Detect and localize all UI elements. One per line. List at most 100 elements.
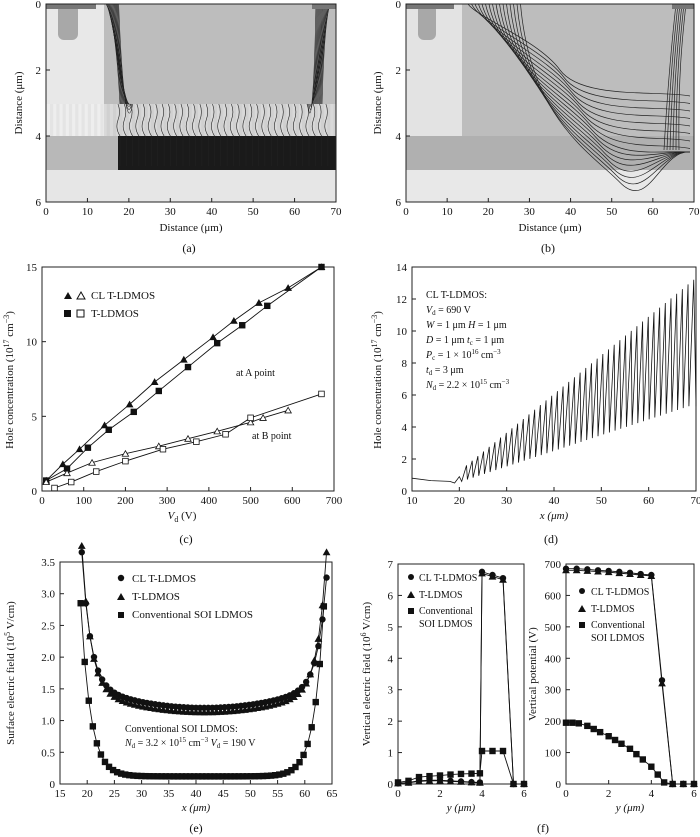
panel-c-xtick-label: 500 [242, 495, 259, 507]
panel-a-contour [316, 4, 326, 105]
panel-a-ytick-label: 2 [36, 65, 42, 77]
panel-f-point [680, 780, 687, 788]
panel-a-pillar [56, 104, 60, 136]
panel-d-ytick-label: 4 [402, 422, 408, 434]
panel-a-contour [236, 103, 240, 166]
panel-f-legend-conv1: Conventional [419, 606, 473, 617]
panel-c-point [159, 445, 167, 453]
panel-e-xtick-label: 15 [55, 788, 67, 800]
panel-c-xtick-label: 0 [39, 495, 45, 507]
panel-f-point [669, 780, 676, 788]
panel-c-legend-t: T-LDMOS [91, 308, 139, 320]
panel-f-point [476, 778, 484, 786]
panel-a-pillar [213, 104, 217, 136]
panel-b-xtick-label: 50 [606, 206, 618, 218]
panel-e-ytick-label: 1.5 [41, 684, 55, 696]
panel-e-ytick-label: 2.5 [41, 620, 55, 632]
panel-e-point [320, 603, 328, 610]
panel-e-xtick-label: 50 [245, 788, 257, 800]
panel-c-point [259, 414, 267, 421]
panel-e-legend-cl: CL T-LDMOS [132, 573, 196, 585]
panel-a-contour [255, 103, 259, 166]
panel-f-point [478, 747, 486, 755]
panel-e-point [114, 695, 123, 703]
panel-f-legend-t: T-LDMOS [419, 590, 463, 601]
panel-c-ytick-label: 10 [26, 337, 38, 349]
panel-a-contour [317, 4, 327, 105]
panel-a-contour [198, 103, 203, 166]
panel-b-caption: (b) [541, 241, 555, 255]
panel-e-frame [59, 561, 333, 785]
panel-a-pillar [100, 104, 104, 136]
panel-a-ylabel: Distance (μm) [13, 71, 25, 134]
legend-marker-cl [117, 574, 125, 582]
panel-e-point [294, 690, 302, 697]
panel-e-xtick-label: 40 [191, 788, 203, 800]
panel-c-series-line [45, 409, 289, 483]
panel-c-xtick-label: 300 [159, 495, 176, 507]
panel-f-right-ytick-label: 0 [556, 779, 562, 791]
panel-b-xtick-label: 0 [403, 206, 409, 218]
panel-b-xtick-label: 30 [524, 206, 536, 218]
panel-b-contour [669, 4, 681, 151]
panel-a-pillar [182, 104, 186, 136]
panel-f-left-ytick-label: 5 [388, 622, 394, 634]
panel-b-contour [471, 4, 691, 104]
panel-e-point [90, 655, 98, 662]
panel-a-pillar [188, 104, 192, 136]
panel-c-point [130, 408, 137, 416]
panel-b-contour [506, 4, 691, 166]
panel-a-pillar [144, 104, 148, 136]
panel-e-legend-t: T-LDMOS [132, 591, 180, 603]
panel-e-note-title: Conventional SOI LDMOS: [125, 724, 238, 735]
panel-a-pillar [302, 104, 306, 136]
panel-f-point [562, 719, 570, 726]
panel-e-point [85, 697, 92, 704]
panel-a-pillar [194, 104, 199, 136]
panel-e-xtick-label: 65 [327, 788, 339, 800]
panel-f-point [594, 567, 602, 575]
panel-a-contour [135, 103, 140, 166]
panel-c-point [155, 387, 162, 395]
panel-a-contour [319, 4, 329, 105]
panel-a-contour [308, 4, 318, 110]
panel-f-right-ylabel: Vertical potential (V) [527, 627, 539, 721]
panel-f-right-legend-cl: CL T-LDMOS [591, 587, 649, 598]
panel-c-point [68, 478, 75, 486]
panel-a-contour [299, 103, 303, 166]
legend-marker-t [407, 591, 415, 598]
legend-marker-t-open [76, 309, 85, 318]
panel-f-point [457, 777, 465, 785]
panel-b-xtick-label: 70 [689, 206, 700, 218]
panel-c-annotation-a: at A point [236, 368, 275, 379]
panel-e-point [134, 701, 143, 709]
panel-a-pillar [50, 104, 54, 136]
panel-b-xtick-label: 40 [565, 206, 577, 218]
panel-f-right-ytick-label: 300 [545, 685, 562, 697]
panel-a-pillar [157, 104, 161, 136]
panel-a-contour [211, 103, 215, 166]
panel-e-series-line [81, 552, 328, 709]
panel-e-xtick-label: 25 [109, 788, 121, 800]
panel-f-point [658, 679, 666, 687]
panel-f-point [447, 771, 454, 778]
panel-f-caption: (f) [537, 821, 549, 835]
panel-f-right-xtick-label: 0 [563, 788, 569, 800]
panel-b-contour [499, 4, 691, 156]
panel-a-pillar [327, 104, 331, 136]
panel-f-right-ytick-label: 400 [545, 653, 562, 665]
panel-a-xtick-label: 40 [206, 206, 218, 218]
panel-e-point [308, 724, 315, 731]
panel-a-contour [173, 103, 177, 166]
panel-c-point [105, 426, 112, 433]
panel-c-point [42, 478, 51, 486]
panel-c-point [247, 414, 254, 422]
panel-a-contour [148, 103, 152, 166]
panel-e-point [106, 689, 115, 697]
panel-c-legend: CL T-LDMOS T-LDMOS [64, 290, 155, 320]
panel-e-point [86, 632, 94, 640]
panel-b-contour [678, 4, 687, 151]
panel-a-contour [313, 4, 323, 105]
